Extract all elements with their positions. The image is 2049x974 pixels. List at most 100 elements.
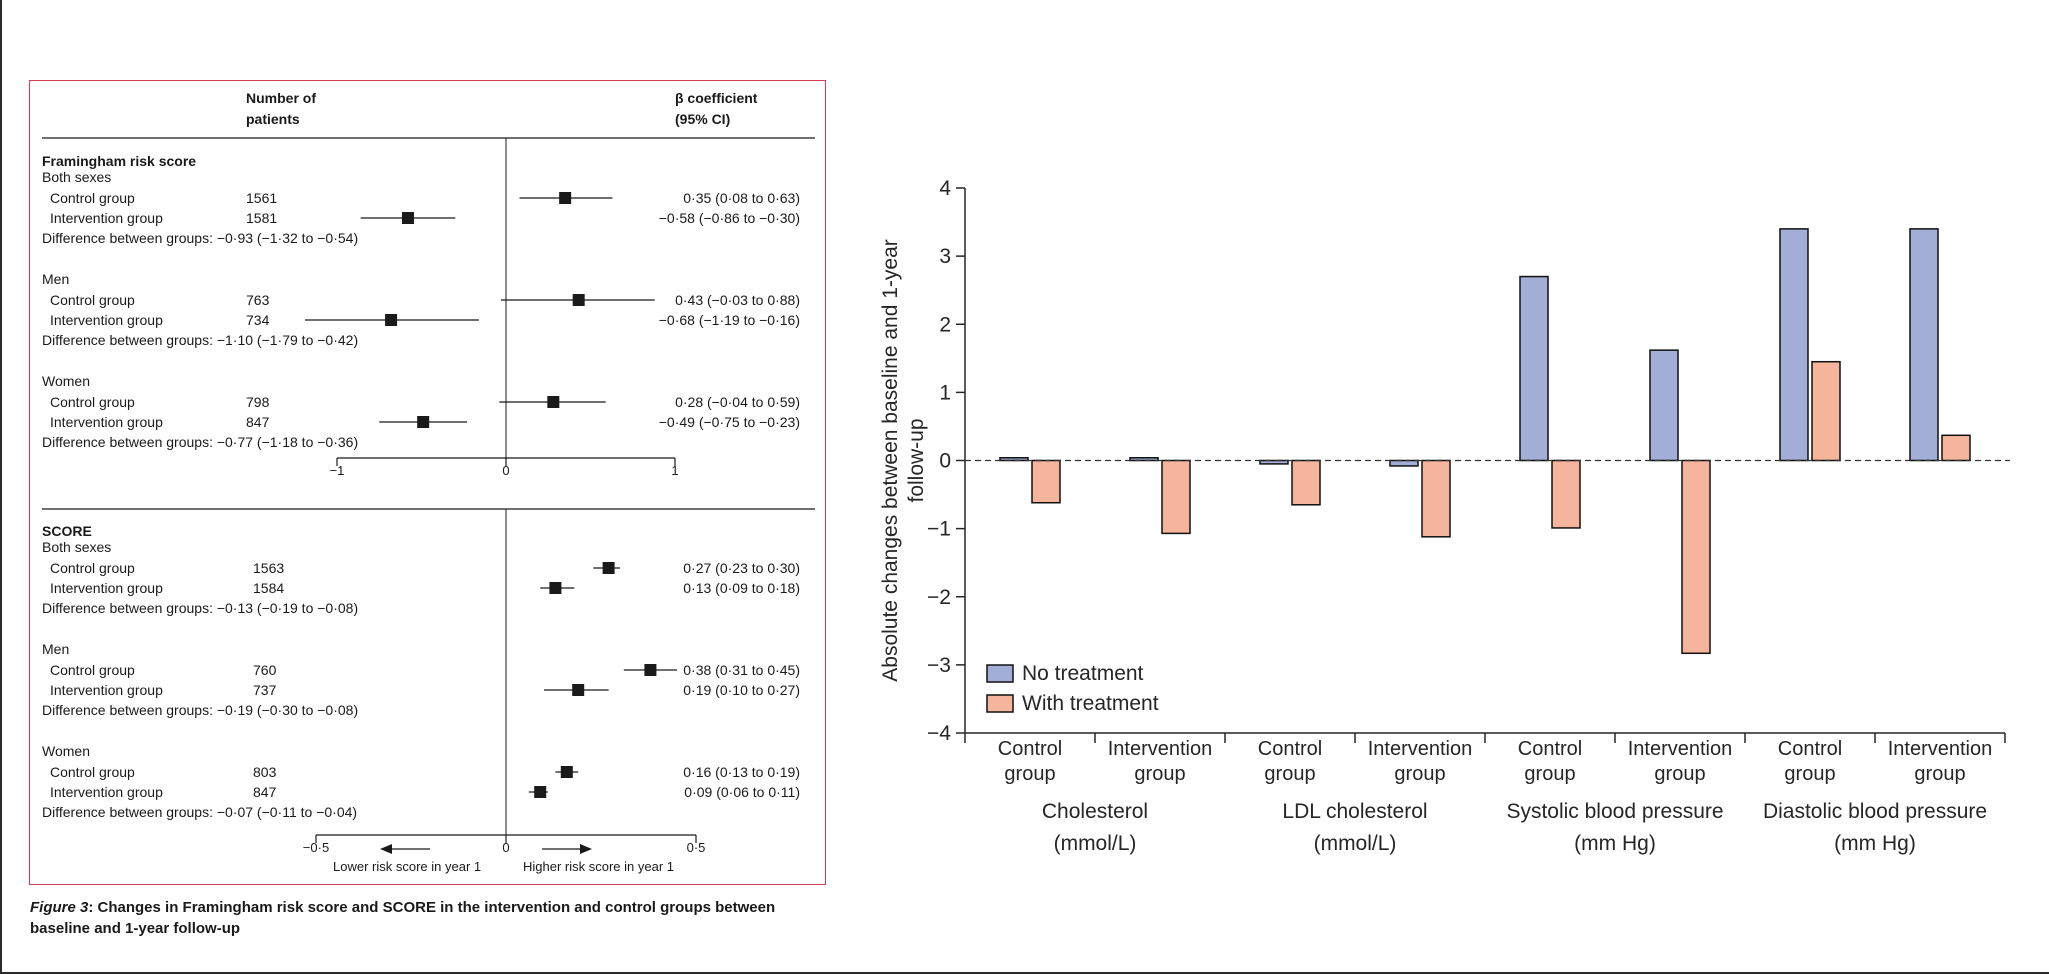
row-patient-count: 803: [253, 764, 277, 780]
group-name: Both sexes: [42, 539, 111, 555]
lower-arrow-icon: [380, 844, 392, 854]
x-category-label-line2: group: [1654, 763, 1705, 785]
bar: [1551, 459, 1581, 529]
x-category-label-line2: group: [1004, 763, 1055, 785]
row-patient-count: 760: [253, 662, 277, 678]
y-tick-label: −1: [927, 518, 951, 541]
row-patient-count: 1581: [246, 210, 277, 226]
point-estimate: [549, 582, 562, 594]
bar: [1291, 459, 1321, 506]
header-beta-line1: β coefficient: [675, 90, 758, 106]
point-estimate: [560, 766, 573, 778]
row-ci-text: 0·38 (0·31 to 0·45): [683, 662, 800, 678]
point-estimate: [644, 664, 657, 676]
x-category-label-line1: Control: [998, 738, 1062, 760]
series-no-treatment: [999, 228, 1939, 467]
legend-label: No treatment: [1022, 662, 1144, 685]
x-category-label-line2: group: [1134, 763, 1185, 785]
x-category-label-line1: Intervention: [1108, 738, 1213, 760]
point-estimate: [401, 212, 414, 224]
difference-text: Difference between groups: −0·77 (−1·18 …: [42, 434, 358, 450]
bar: [1941, 434, 1971, 462]
difference-text: Difference between groups: −0·93 (−1·32 …: [42, 230, 358, 246]
row-label: Intervention group: [50, 210, 163, 226]
x-category-label-line2: group: [1264, 763, 1315, 785]
bar: [1779, 228, 1809, 462]
row-patient-count: 1563: [253, 560, 284, 576]
row-patient-count: 1561: [246, 190, 277, 206]
x-category-label-line2: group: [1524, 763, 1575, 785]
row-label: Control group: [50, 560, 135, 576]
y-tick-label: 0: [939, 450, 951, 473]
measure-label-line1: Diastolic blood pressure: [1763, 800, 1987, 823]
page-left-rule: [0, 0, 2, 974]
bar: [1811, 360, 1841, 462]
measure-label-line2: (mm Hg): [1834, 832, 1916, 855]
page-bottom-rule: [0, 972, 2049, 974]
x-tick-label: 0: [502, 463, 509, 478]
x-category-label-line1: Intervention: [1888, 738, 1993, 760]
x-category-label-line1: Control: [1518, 738, 1582, 760]
row-ci-text: 0·35 (0·08 to 0·63): [683, 190, 800, 206]
figure-caption-label: Figure 3: [30, 899, 89, 916]
row-patient-count: 737: [253, 682, 277, 698]
bar: [1909, 228, 1939, 462]
bar: [1649, 349, 1679, 462]
y-tick-label: −2: [927, 586, 951, 609]
row-patient-count: 1584: [253, 580, 284, 596]
x-category-label-line2: group: [1914, 763, 1965, 785]
header-beta-line2: (95% CI): [675, 111, 730, 127]
difference-text: Difference between groups: −0·19 (−0·30 …: [42, 702, 358, 718]
x-category-label-line1: Intervention: [1368, 738, 1473, 760]
difference-text: Difference between groups: −0·07 (−0·11 …: [42, 804, 357, 820]
point-estimate: [572, 684, 585, 696]
group-name: Women: [42, 373, 90, 389]
difference-text: Difference between groups: −0·13 (−0·19 …: [42, 600, 358, 616]
row-label: Intervention group: [50, 682, 163, 698]
row-patient-count: 734: [246, 312, 270, 328]
bar: [1389, 459, 1419, 467]
y-axis-label: Absolute changes between baseline and 1-…: [879, 239, 928, 681]
y-tick-label: 4: [939, 177, 951, 200]
forest-plot-panel: Number of patients β coefficient (95% CI) Fr…: [29, 80, 826, 885]
x-tick-label: 1: [671, 463, 678, 478]
row-patient-count: 763: [246, 292, 270, 308]
row-label: Intervention group: [50, 580, 163, 596]
series-with-treatment: [1031, 360, 1971, 655]
higher-risk-label: Higher risk score in year 1: [523, 859, 674, 874]
row-label: Control group: [50, 764, 135, 780]
row-label: Intervention group: [50, 784, 163, 800]
bar: [1161, 459, 1191, 535]
group-name: Both sexes: [42, 169, 111, 185]
point-estimate: [559, 192, 572, 204]
x-tick-label: −0·5: [303, 840, 329, 855]
x-category-label-line2: group: [1784, 763, 1835, 785]
point-estimate: [572, 294, 585, 306]
row-ci-text: 0·19 (0·10 to 0·27): [683, 682, 800, 698]
y-tick-label: 3: [939, 245, 951, 268]
row-label: Control group: [50, 394, 135, 410]
legend-label: With treatment: [1022, 692, 1159, 715]
panel-title: SCORE: [42, 523, 92, 539]
row-label: Control group: [50, 292, 135, 308]
x-tick-label: 0: [502, 840, 509, 855]
row-ci-text: 0·43 (−0·03 to 0·88): [675, 292, 800, 308]
measure-label-line1: Cholesterol: [1042, 800, 1148, 823]
measure-label-line1: Systolic blood pressure: [1506, 800, 1723, 823]
measure-label-line1: LDL cholesterol: [1282, 800, 1427, 823]
row-patient-count: 847: [246, 414, 270, 430]
measure-label-line2: (mmol/L): [1054, 832, 1137, 855]
row-label: Intervention group: [50, 312, 163, 328]
point-estimate: [534, 786, 547, 798]
bar: [1259, 459, 1289, 465]
bar: [1519, 275, 1549, 462]
higher-arrow-icon: [580, 844, 592, 854]
figure-caption: Figure 3: Changes in Framingham risk sco…: [30, 897, 820, 939]
lower-risk-label: Lower risk score in year 1: [333, 859, 481, 874]
difference-text: Difference between groups: −1·10 (−1·79 …: [42, 332, 358, 348]
header-patients-line1: Number of: [246, 90, 316, 106]
row-ci-text: 0·09 (0·06 to 0·11): [684, 784, 800, 800]
row-ci-text: 0·28 (−0·04 to 0·59): [675, 394, 800, 410]
point-estimate: [602, 562, 615, 574]
x-category-label-line1: Control: [1258, 738, 1322, 760]
